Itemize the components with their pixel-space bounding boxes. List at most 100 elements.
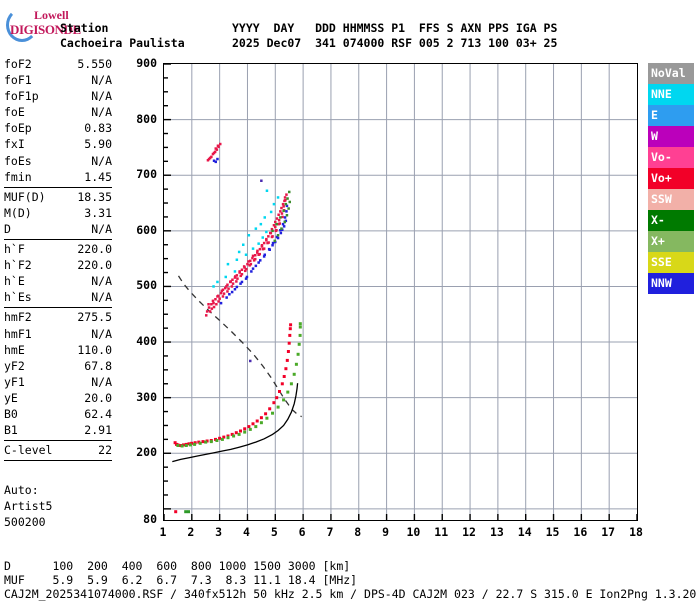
series-es-e-layer-fragments xyxy=(174,510,178,514)
logo-lowell-text: Lowell xyxy=(34,8,69,22)
param-key: fxI xyxy=(4,137,25,152)
series-spread-f-scatter-cloud-vo- xyxy=(205,193,288,317)
param-key: fmin xyxy=(4,169,32,184)
x-tick-label: 5 xyxy=(270,525,278,539)
plot-grid xyxy=(164,64,637,520)
x-tick-label: 12 xyxy=(462,525,476,539)
legend-item-ssw[interactable]: SSW xyxy=(648,189,694,210)
param-row: foEp 0.83 xyxy=(4,121,112,137)
param-value: N/A xyxy=(91,274,112,289)
y-tick-label: 300 xyxy=(136,389,157,404)
param-row: foE N/A xyxy=(4,105,112,121)
param-key: hmF2 xyxy=(4,310,32,325)
digisonde-logo: Lowell DIGISONDE xyxy=(4,6,100,42)
auto-label: Auto: xyxy=(4,483,39,497)
param-value: N/A xyxy=(91,221,112,236)
param-key: M(D) xyxy=(4,205,32,220)
auto-value: Artist5 xyxy=(4,499,53,514)
legend-item-w[interactable]: W xyxy=(648,126,694,147)
plot-data xyxy=(172,142,302,514)
param-row: C-level 22 xyxy=(4,443,112,459)
param-key: h`Es xyxy=(4,290,32,305)
param-key: foEp xyxy=(4,121,32,136)
param-row: h`Es N/A xyxy=(4,290,112,306)
param-key: yF2 xyxy=(4,358,25,373)
x-tick-label: 7 xyxy=(326,525,334,539)
param-value: 2.91 xyxy=(84,423,112,438)
param-row: foF2 5.550 xyxy=(4,57,112,73)
param-divider xyxy=(4,239,112,241)
param-row: h`F 220.0 xyxy=(4,242,112,258)
param-row: foF1 N/A xyxy=(4,73,112,89)
param-key: B0 xyxy=(4,406,18,421)
legend-item-noval[interactable]: NoVal xyxy=(648,63,694,84)
series-high-scatter-patch-vo- xyxy=(206,142,222,162)
y-tick-label: 900 xyxy=(136,56,157,70)
param-value: 67.8 xyxy=(84,358,112,373)
series-spread-f-scatter-cloud-x-green- xyxy=(271,190,291,243)
curve-true-height-profile-solid-black- xyxy=(172,383,299,463)
legend-item-nne[interactable]: NNE xyxy=(648,84,694,105)
series-x-trace-x-green- xyxy=(176,322,302,448)
param-row: fxI 5.90 xyxy=(4,137,112,153)
param-value: 20.0 xyxy=(84,390,112,405)
param-divider xyxy=(4,440,112,442)
param-key: yE xyxy=(4,390,18,405)
param-key: h`E xyxy=(4,274,25,289)
param-row: h`F2 220.0 xyxy=(4,258,112,274)
param-value: N/A xyxy=(91,326,112,341)
param-key: foF1p xyxy=(4,89,39,104)
param-value: 275.5 xyxy=(77,310,112,325)
param-value: 5.90 xyxy=(84,137,112,152)
x-tick-label: 2 xyxy=(187,525,195,539)
y-tick-label: 80 xyxy=(143,512,157,526)
legend-item-x-[interactable]: X+ xyxy=(648,231,694,252)
header-column-values: 2025 Dec07 341 074000 RSF 005 2 713 100 … xyxy=(232,36,558,50)
param-value: 220.0 xyxy=(77,258,112,273)
param-row: foEs N/A xyxy=(4,154,112,170)
param-value: 1.45 xyxy=(84,169,112,184)
param-row: D N/A xyxy=(4,222,112,238)
param-key: hmE xyxy=(4,342,25,357)
param-row: M(D) 3.31 xyxy=(4,206,112,222)
param-key: hmF1 xyxy=(4,326,32,341)
x-tick-label: 15 xyxy=(545,525,560,539)
legend-item-vo-[interactable]: Vo- xyxy=(648,147,694,168)
x-tick-label: 1 xyxy=(159,525,167,539)
param-key: foF1 xyxy=(4,73,32,88)
param-row: yF2 67.8 xyxy=(4,359,112,375)
param-row: MUF(D) 18.35 xyxy=(4,190,112,206)
footer-file-info: CAJ2M_2025341074000.RSF / 340fx512h 50 k… xyxy=(4,587,697,601)
direction-legend[interactable]: NoVal NNE E W Vo- Vo+ SSW X- X+ SSE NNW xyxy=(648,63,694,294)
param-value: 22 xyxy=(98,443,112,458)
legend-item-x-[interactable]: X- xyxy=(648,210,694,231)
ionogram-parameters-table: foF2 5.550 foF1 N/A foF1p N/A foE N/A foEp 0.83 fx… xyxy=(4,57,112,463)
x-tick-label: 4 xyxy=(243,525,250,539)
y-tick-label: 400 xyxy=(136,334,157,349)
legend-item-vo-[interactable]: Vo+ xyxy=(648,168,694,189)
series-isolated-point xyxy=(249,179,263,363)
x-tick-label: 17 xyxy=(601,525,616,539)
param-divider xyxy=(4,186,112,188)
param-row: yF1 N/A xyxy=(4,375,112,391)
param-row: hmF2 275.5 xyxy=(4,310,112,326)
x-tick-label: 18 xyxy=(629,525,643,539)
legend-item-e[interactable]: E xyxy=(648,105,694,126)
legend-item-nnw[interactable]: NNW xyxy=(648,273,694,294)
x-tick-label: 11 xyxy=(434,525,449,539)
footer-distance-row: D 100 200 400 600 800 1000 1500 3000 [km… xyxy=(4,559,351,573)
autoscaler-info: Auto: Artist5 500200 xyxy=(4,482,52,530)
series-es-e-layer-fragments-x xyxy=(184,510,190,514)
legend-item-sse[interactable]: SSE xyxy=(648,252,694,273)
ionogram-plot[interactable] xyxy=(163,63,638,521)
param-key: MUF(D) xyxy=(4,189,46,204)
x-tick-label: 14 xyxy=(517,525,532,539)
x-tick-label: 16 xyxy=(573,525,588,539)
x-tick-label: 8 xyxy=(354,525,362,539)
param-key: foE xyxy=(4,105,25,120)
param-row: hmE 110.0 xyxy=(4,343,112,359)
param-value: 0.83 xyxy=(84,121,112,136)
param-key: h`F2 xyxy=(4,258,32,273)
y-tick-label: 500 xyxy=(136,278,157,293)
x-tick-label: 13 xyxy=(489,525,504,539)
